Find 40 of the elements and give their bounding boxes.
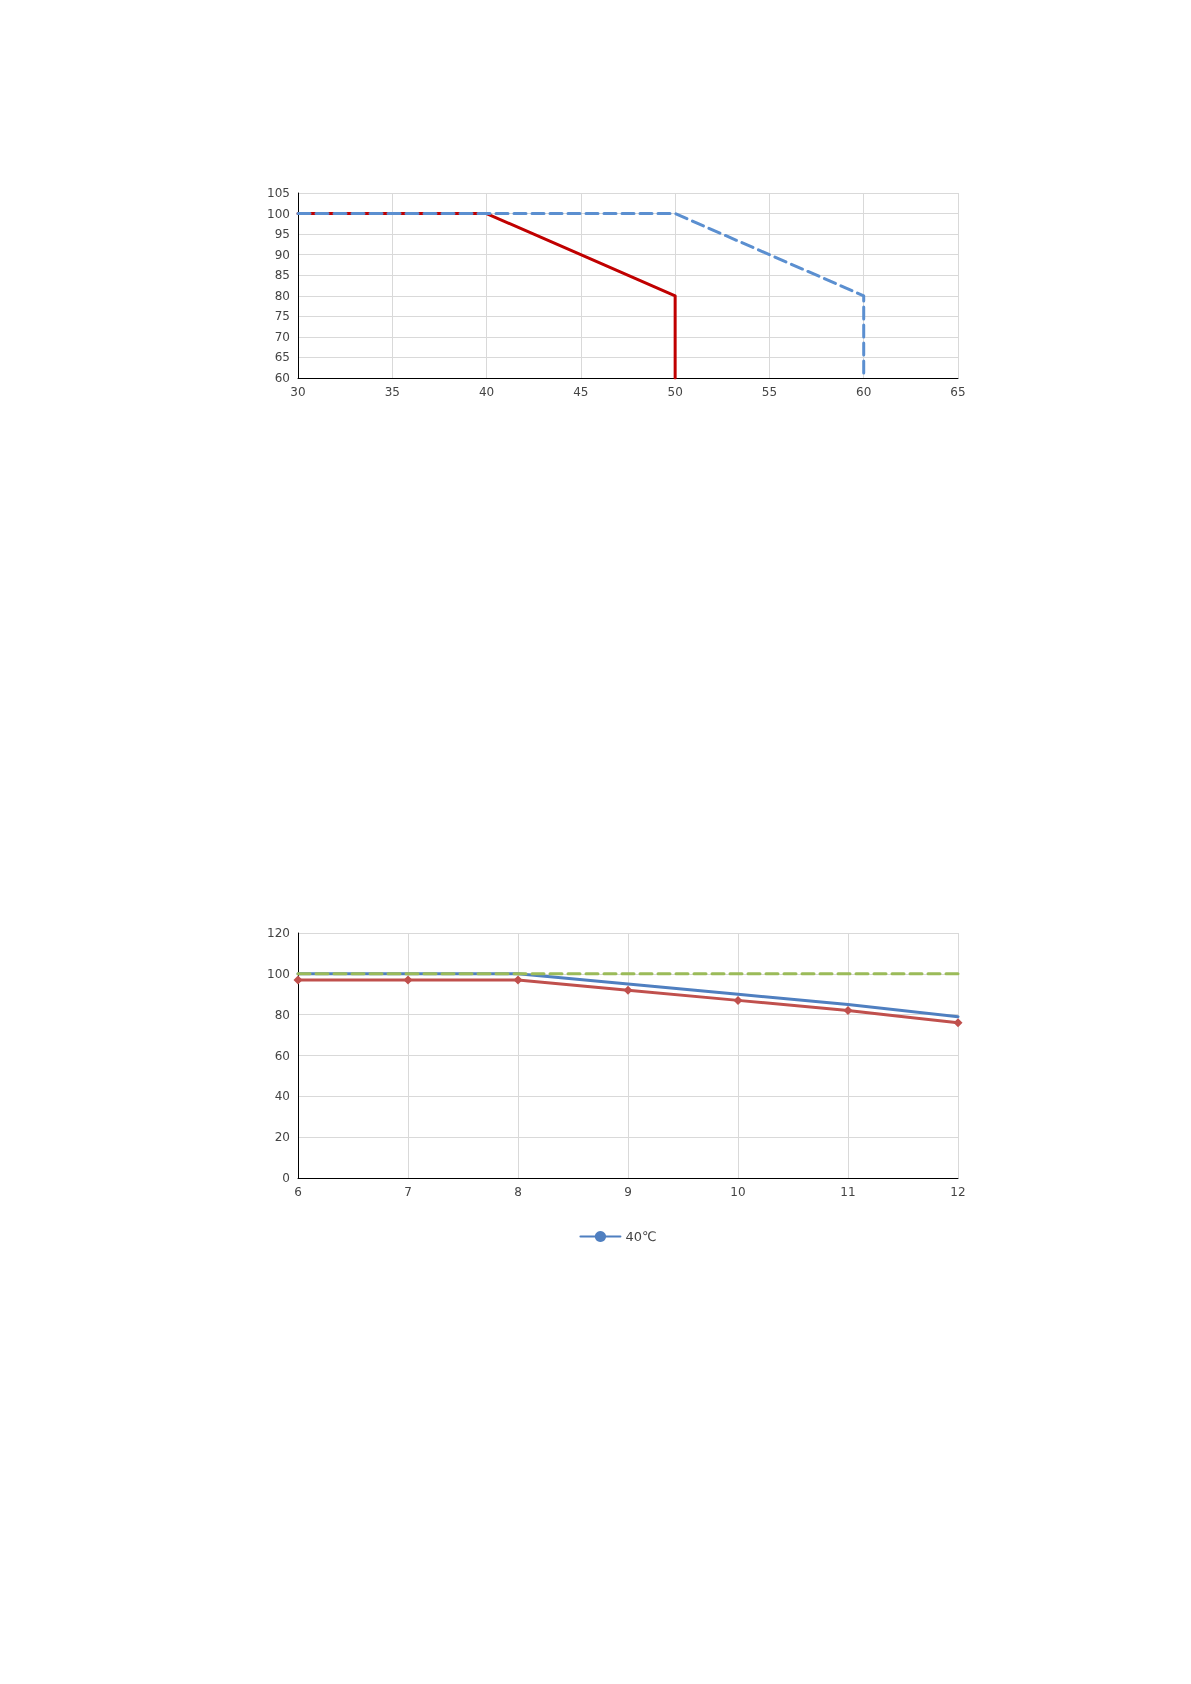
x-tick-label: 45 — [573, 385, 589, 399]
y-tick-label: 65 — [274, 350, 290, 365]
y-tick-label: 75 — [274, 309, 290, 324]
y-tick-label: 100 — [267, 206, 290, 221]
y-tick-label: 0 — [282, 1171, 290, 1185]
legend-label: 40℃ — [625, 1229, 657, 1244]
x-tick-label: 11 — [840, 1185, 856, 1199]
point — [733, 995, 743, 1005]
point — [953, 1018, 963, 1028]
y-tick-label: 60 — [274, 371, 290, 385]
y-tick-label: 80 — [274, 1007, 290, 1022]
y-tick-label: 60 — [274, 1048, 290, 1063]
y-tick-label: 95 — [274, 227, 290, 242]
y-tick-label: 120 — [267, 926, 290, 940]
x-tick-label: 35 — [384, 385, 400, 399]
x-tick-label: 10 — [730, 1185, 746, 1199]
x-tick-label: 55 — [761, 385, 778, 399]
x-tick-label: 65 — [950, 385, 966, 399]
x-tick-label: 50 — [667, 385, 683, 399]
y-tick-label: 70 — [274, 329, 290, 344]
y-tick-label: 105 — [267, 186, 290, 200]
x-tick-label: 8 — [514, 1185, 522, 1199]
x-tick-label: 9 — [624, 1185, 632, 1199]
y-tick-label: 80 — [274, 288, 290, 303]
x-tick-label: 30 — [290, 385, 306, 399]
x-tick-label: 60 — [856, 385, 872, 399]
point — [293, 975, 303, 985]
point — [403, 975, 413, 985]
y-tick-label: 20 — [274, 1130, 290, 1145]
x-tick-label: 7 — [404, 1185, 412, 1199]
point — [513, 975, 523, 985]
y-tick-label: 40 — [274, 1089, 290, 1104]
point — [623, 985, 633, 995]
y-tick-label: 85 — [274, 268, 290, 283]
x-tick-label: 12 — [950, 1185, 966, 1199]
y-tick-label: 90 — [274, 247, 290, 262]
point — [843, 1006, 853, 1016]
x-tick-label: 6 — [294, 1185, 302, 1199]
x-tick-label: 40 — [478, 385, 495, 399]
y-tick-label: 100 — [267, 966, 290, 981]
